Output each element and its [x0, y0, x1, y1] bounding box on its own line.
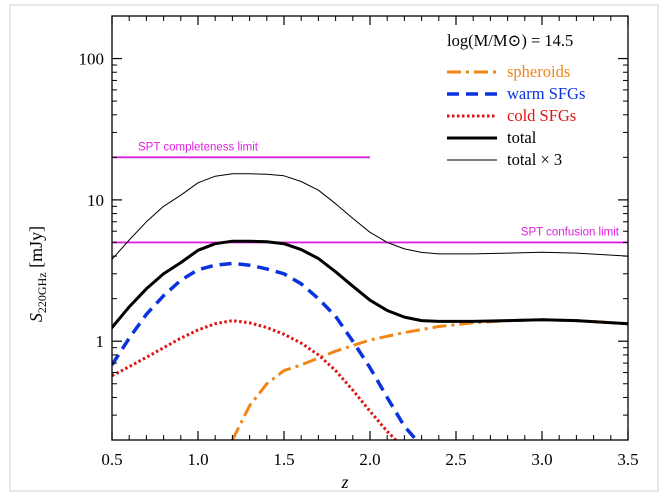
x-tick-label: 0.5 — [101, 450, 122, 469]
legend-label: spheroids — [507, 62, 570, 81]
tick-labels: 0.5 1.0 1.5 2.0 2.5 3.0 3.5 1 10 100 — [79, 50, 639, 469]
figure-frame — [9, 4, 659, 492]
x-tick-label: 3.5 — [617, 450, 638, 469]
y-axis-title-subscript: 220GHz — [35, 272, 49, 313]
y-tick-label: 1 — [96, 332, 105, 351]
y-tick-label: 10 — [87, 191, 104, 210]
series-line-1 — [231, 318, 628, 440]
series-line-4 — [112, 239, 628, 329]
x-tick-label: 1.5 — [273, 450, 294, 469]
x-tick-label: 2.5 — [445, 450, 466, 469]
legend-label: total — [507, 128, 537, 147]
spt-completeness-label: SPT completeness limit — [138, 141, 259, 153]
series-line-5 — [112, 173, 628, 260]
reference-lines — [112, 156, 628, 244]
reference-line-labels: SPT completeness limit SPT confusion limi… — [138, 141, 620, 238]
x-tick-label: 3.0 — [531, 450, 552, 469]
plot-area-frame — [111, 15, 629, 441]
y-axis-title: S220GHz [mJy] — [26, 226, 49, 322]
series-line-2 — [112, 261, 418, 440]
legend: log(M/M⊙) = 14.5 spheroids warm SFGs cold … — [447, 31, 585, 169]
x-tick-label: 1.0 — [187, 450, 208, 469]
x-axis-title: z — [340, 472, 348, 492]
legend-label: cold SFGs — [507, 106, 576, 125]
legend-title: log(M/M⊙) = 14.5 — [447, 31, 573, 50]
legend-label: total × 3 — [507, 150, 562, 169]
y-tick-label: 100 — [79, 50, 105, 69]
x-tick-label: 2.0 — [359, 450, 380, 469]
legend-label: warm SFGs — [507, 84, 585, 103]
series-line-3 — [112, 319, 397, 440]
y-axis-title-main: S — [26, 313, 46, 322]
series-lines — [112, 173, 628, 440]
spt-confusion-label: SPT confusion limit — [521, 226, 620, 238]
y-axis-title-unit: [mJy] — [26, 226, 46, 268]
